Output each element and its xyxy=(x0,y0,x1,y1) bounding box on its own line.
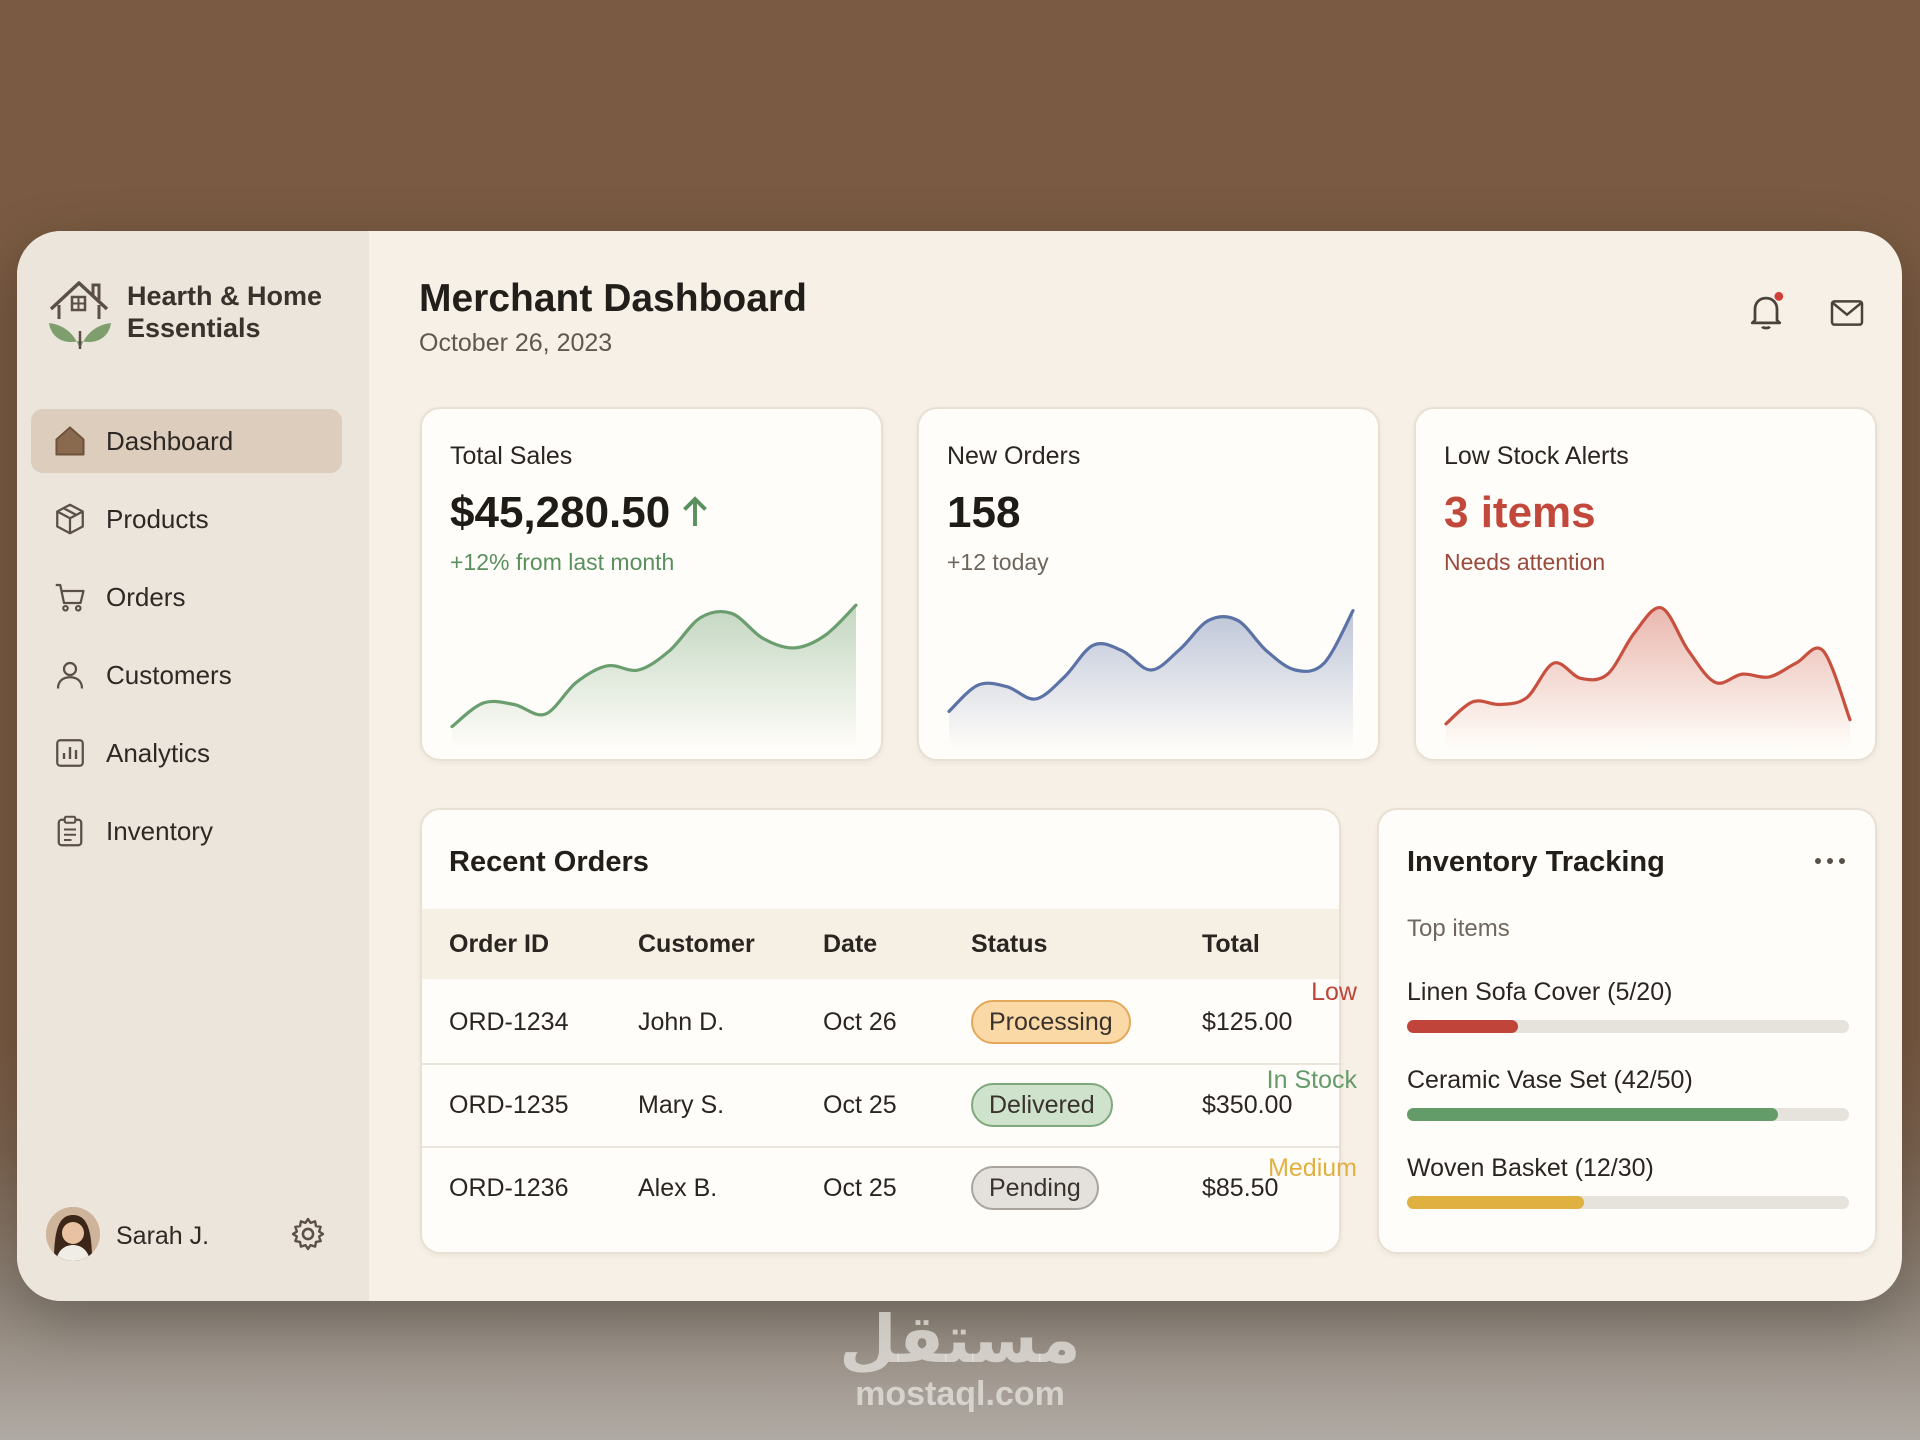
table-cell: ORD-1235 xyxy=(449,1091,569,1119)
sparkline-area xyxy=(452,605,856,749)
logo xyxy=(49,281,111,349)
table-cell: $125.00 xyxy=(1202,1008,1293,1036)
watermark: مستقل xyxy=(839,1302,1081,1376)
nav-icon xyxy=(55,426,85,456)
app-window: Hearth & Home Essentials Dashboard Produc… xyxy=(17,231,1902,1301)
settings-icon[interactable] xyxy=(289,1215,327,1253)
stat-card: New Orders 158 +12 today xyxy=(917,407,1380,761)
nav-label: Orders xyxy=(106,582,186,612)
item-label: Linen Sofa Cover (5/20) xyxy=(1407,978,1673,1006)
table-header xyxy=(422,909,1339,979)
item-status: In Stock xyxy=(1266,1066,1357,1094)
table-cell: $350.00 xyxy=(1202,1091,1293,1119)
nav-item[interactable]: Dashboard xyxy=(31,409,342,473)
nav-item[interactable]: Orders xyxy=(31,565,342,629)
nav-icon xyxy=(55,583,85,612)
progress-track xyxy=(1407,1108,1849,1121)
sparkline xyxy=(947,609,1355,749)
card-title: Recent Orders xyxy=(449,846,649,878)
more-menu[interactable] xyxy=(1813,856,1847,866)
nav-label: Products xyxy=(106,504,209,534)
table-cell: John D. xyxy=(638,1008,725,1036)
status-badge: Pending xyxy=(971,1166,1099,1210)
stat-label: Total Sales xyxy=(450,442,573,470)
table-cell: Oct 25 xyxy=(823,1174,897,1202)
recent-orders-card: Recent Orders Order ID Customer Date Status… xyxy=(420,808,1341,1254)
row-divider xyxy=(422,1063,1339,1065)
nav-item[interactable]: Inventory xyxy=(31,799,342,863)
sparkline-line xyxy=(450,603,858,729)
stat-note: +12% from last month xyxy=(450,549,675,575)
nav-label: Analytics xyxy=(106,738,211,768)
status-badge: Delivered xyxy=(971,1083,1113,1127)
inventory-card: Inventory Tracking Top items Linen Sofa … xyxy=(1267,808,1877,1254)
nav-item[interactable]: Analytics xyxy=(31,721,342,785)
item-label: Woven Basket (12/30) xyxy=(1407,1154,1654,1182)
stat-value: $45,280.50 xyxy=(450,491,710,535)
progress-fill xyxy=(1407,1196,1584,1209)
item-label: Ceramic Vase Set (42/50) xyxy=(1407,1066,1693,1094)
nav-icon xyxy=(57,815,83,847)
nav-label: Dashboard xyxy=(106,426,234,456)
table-cell: $85.50 xyxy=(1202,1174,1279,1202)
column-header: Total xyxy=(1202,930,1260,958)
nav-label: Inventory xyxy=(106,816,213,846)
progress-fill xyxy=(1407,1108,1779,1121)
table-cell: Oct 26 xyxy=(823,1008,897,1036)
column-header: Status xyxy=(971,930,1048,958)
stat-card: Low Stock Alerts 3 items Needs attention xyxy=(1414,407,1877,761)
sparkline xyxy=(450,603,858,749)
nav-icon xyxy=(56,739,84,767)
status-badge: Processing xyxy=(971,1000,1131,1044)
notifications-icon[interactable] xyxy=(1744,289,1788,333)
avatar[interactable] xyxy=(46,1207,100,1261)
page-title: Merchant Dashboard xyxy=(419,277,807,320)
progress-fill xyxy=(1407,1020,1518,1033)
sparkline-area xyxy=(1446,607,1850,749)
row-divider xyxy=(422,1146,1339,1148)
messages-icon[interactable] xyxy=(1827,293,1867,333)
sidebar: Hearth & Home Essentials Dashboard Produc… xyxy=(17,231,369,1301)
column-header: Customer xyxy=(638,930,755,958)
stat-value: 3 items xyxy=(1444,488,1596,537)
nav-item[interactable]: Customers xyxy=(31,643,342,707)
sparkline-line xyxy=(1444,606,1852,726)
page-date: October 26, 2023 xyxy=(419,329,613,357)
stat-card: Total Sales $45,280.50 +12% from last mont… xyxy=(420,407,883,761)
sparkline xyxy=(1444,606,1852,749)
stat-label: Low Stock Alerts xyxy=(1444,442,1629,470)
item-status: Medium xyxy=(1268,1154,1357,1182)
table-cell: Oct 25 xyxy=(823,1091,897,1119)
nav-icon xyxy=(56,503,84,535)
stat-label: New Orders xyxy=(947,442,1081,470)
progress-track xyxy=(1407,1020,1849,1033)
card-subtitle: Top items xyxy=(1407,915,1510,942)
nav-icon xyxy=(56,661,84,689)
watermark: mostaql.com xyxy=(855,1375,1065,1413)
table-cell: Alex B. xyxy=(638,1174,718,1202)
trend-arrow xyxy=(683,496,708,526)
column-header: Order ID xyxy=(449,930,550,958)
card-title: Inventory Tracking xyxy=(1407,846,1665,878)
nav-item[interactable]: Products xyxy=(31,487,342,551)
user-name: Sarah J. xyxy=(116,1222,210,1250)
brand-name: Essentials xyxy=(127,313,261,343)
stat-note: Needs attention xyxy=(1444,549,1606,575)
table-cell: ORD-1236 xyxy=(449,1174,569,1202)
nav-label: Customers xyxy=(106,660,232,690)
item-status: Low xyxy=(1311,978,1357,1006)
table-cell: Mary S. xyxy=(638,1091,725,1119)
stat-value: 158 xyxy=(947,488,1021,537)
column-header: Date xyxy=(823,930,878,958)
table-cell: ORD-1234 xyxy=(449,1008,569,1036)
sparkline-area xyxy=(949,610,1353,749)
avatar-image xyxy=(46,1207,100,1261)
sparkline-line xyxy=(947,609,1355,713)
brand-name: Hearth & Home xyxy=(127,281,323,311)
progress-track xyxy=(1407,1196,1849,1209)
stat-note: +12 today xyxy=(947,549,1049,575)
